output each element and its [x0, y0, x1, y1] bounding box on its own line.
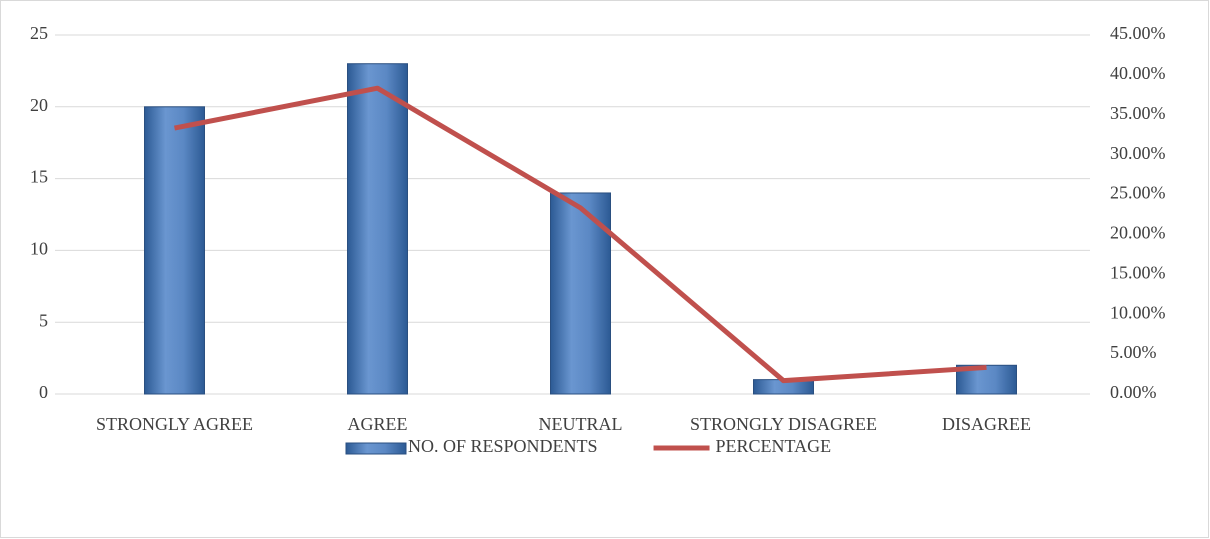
y2-tick-label: 5.00% — [1110, 342, 1157, 362]
y-tick-label: 10 — [30, 239, 48, 259]
x-tick-label: AGREE — [347, 414, 408, 434]
legend-swatch — [345, 442, 407, 455]
line — [174, 85, 987, 384]
y-tick-label: 20 — [30, 95, 48, 115]
y2-tick-label: 25.00% — [1110, 183, 1166, 203]
y2-tick-label: 45.00% — [1110, 23, 1166, 43]
bar — [347, 63, 408, 395]
y2-tick-label: 10.00% — [1110, 302, 1166, 322]
y-tick-label: 25 — [30, 23, 48, 43]
y-tick-label: 15 — [30, 167, 48, 187]
x-tick-label: STRONGLY AGREE — [95, 414, 254, 434]
x-tick-label: DISAGREE — [942, 414, 1031, 434]
y2-tick-label: 35.00% — [1110, 103, 1166, 123]
bar — [144, 106, 205, 395]
legend-label: NO. OF RESPONDENTS — [408, 436, 598, 456]
x-tick-label: STRONGLY DISAGREE — [689, 414, 878, 434]
y2-tick-label: 0.00% — [1110, 382, 1157, 402]
y2-tick-label: 40.00% — [1110, 63, 1166, 83]
y-tick-label: 5 — [39, 310, 48, 330]
y-tick-label: 0 — [39, 382, 48, 402]
legend-label: PERCENTAGE — [716, 436, 832, 456]
y2-tick-label: 30.00% — [1110, 143, 1166, 163]
y2-tick-label: 15.00% — [1110, 262, 1166, 282]
x-tick-label: NEUTRAL — [538, 414, 623, 434]
y2-tick-label: 20.00% — [1110, 223, 1166, 243]
